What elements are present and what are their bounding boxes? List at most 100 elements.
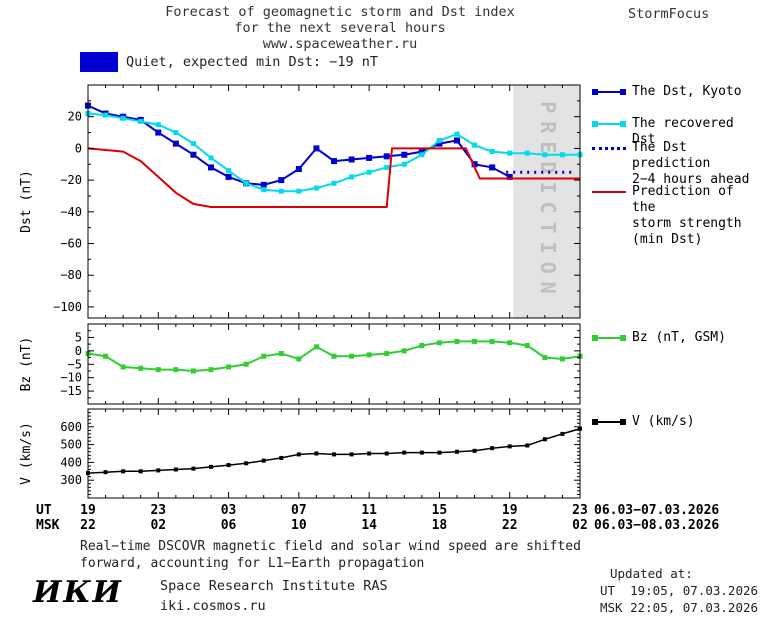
marker-dst_kyoto xyxy=(190,151,197,158)
marker-dst_kyoto xyxy=(471,161,478,168)
marker-v xyxy=(419,450,424,455)
chart-title: Forecast of geomagnetic storm and Dst in… xyxy=(120,4,560,52)
marker-dst_kyoto xyxy=(348,156,355,163)
ut-tick: 23 xyxy=(572,503,588,518)
ut-tick: 03 xyxy=(221,503,237,518)
marker-dst_kyoto xyxy=(436,140,443,147)
marker-dst_kyoto xyxy=(418,148,425,155)
marker-recovered xyxy=(524,150,530,156)
quiet-level-swatch xyxy=(80,52,118,72)
msk-tick: 06 xyxy=(221,518,237,533)
marker-v xyxy=(332,452,336,457)
ytick-label: −15 xyxy=(60,384,82,398)
marker-bz xyxy=(226,364,232,370)
marker-dst_kyoto xyxy=(155,129,162,136)
marker-v xyxy=(244,461,249,466)
marker-v xyxy=(525,443,530,448)
panel-border-bz xyxy=(87,323,581,405)
marker-recovered xyxy=(278,188,284,194)
marker-bz xyxy=(155,367,161,373)
series-v xyxy=(87,427,581,474)
marker-recovered xyxy=(155,122,161,128)
ytick-label: 400 xyxy=(60,455,82,469)
marker-recovered xyxy=(226,168,232,174)
updated-msk: MSK 22:05, 07.03.2026 xyxy=(600,600,759,615)
marker-recovered xyxy=(120,115,126,121)
ytick-label: 0 xyxy=(75,141,82,155)
legend-label: The Dst, Kyoto xyxy=(632,84,742,99)
marker-v xyxy=(542,437,547,442)
legend-label: V (km/s) xyxy=(632,414,695,429)
status-text: Quiet, expected min Dst: −19 nT xyxy=(126,54,378,70)
prediction-label: PREDICTION xyxy=(536,101,560,301)
marker-bz xyxy=(559,356,565,362)
ut-row-label: UT xyxy=(36,503,52,518)
ytick-label: −5 xyxy=(68,357,82,371)
ut-tick: 19 xyxy=(80,503,96,518)
marker-bz xyxy=(138,365,144,371)
marker-v xyxy=(472,448,477,453)
ylabel-v: V (km/s) xyxy=(19,422,34,485)
ut-tick: 07 xyxy=(291,503,307,518)
marker-dst_kyoto xyxy=(366,154,373,161)
ytick-label: 20 xyxy=(68,110,82,124)
legend-v: V (km/s) xyxy=(592,414,695,430)
updated-ut: UT 19:05, 07.03.2026 xyxy=(600,583,759,598)
ytick-label: 500 xyxy=(60,438,82,452)
title-line-1: Forecast of geomagnetic storm and Dst in… xyxy=(165,4,515,20)
marker-dst_kyoto xyxy=(278,177,285,184)
series-storm xyxy=(87,147,580,208)
marker-recovered xyxy=(313,185,319,191)
marker-bz xyxy=(419,342,425,348)
legend-label: Bz (nT, GSM) xyxy=(632,330,726,345)
marker-recovered xyxy=(472,142,478,148)
marker-bz xyxy=(261,353,267,359)
legend-swatch-storm-prediction xyxy=(592,187,626,197)
msk-tick: 22 xyxy=(502,518,518,533)
panel-border-dst xyxy=(87,84,581,319)
legend-dst-kyoto: The Dst, Kyoto xyxy=(592,84,742,100)
marker-dst_kyoto xyxy=(506,173,513,180)
marker-v xyxy=(156,468,161,473)
legend-label: (min Dst) xyxy=(632,232,703,247)
marker-recovered xyxy=(103,112,109,118)
marker-bz xyxy=(366,352,372,358)
legend-label: The Dst prediction xyxy=(632,140,711,171)
marker-recovered xyxy=(138,118,144,124)
marker-recovered xyxy=(208,155,214,161)
legend-bz: Bz (nT, GSM) xyxy=(592,330,726,346)
marker-dst_kyoto xyxy=(383,153,390,160)
marker-bz xyxy=(331,353,337,359)
marker-recovered xyxy=(173,130,179,136)
msk-tick: 18 xyxy=(432,518,448,533)
msk-tick: 22 xyxy=(80,518,96,533)
msk-tick: 02 xyxy=(150,518,166,533)
legend-swatch-v xyxy=(592,417,626,427)
marker-bz xyxy=(349,353,355,359)
marker-bz xyxy=(489,338,495,344)
legend-swatch-recovered-dst xyxy=(592,119,626,129)
marker-v xyxy=(402,450,407,455)
marker-bz xyxy=(208,367,214,373)
legend-label: Prediction of the xyxy=(632,184,734,215)
ytick-label: −100 xyxy=(53,300,82,314)
marker-bz xyxy=(401,348,407,354)
marker-dst_kyoto xyxy=(295,166,302,173)
marker-recovered xyxy=(384,164,390,170)
updated-label: Updated at: xyxy=(610,566,693,581)
marker-v xyxy=(138,469,143,474)
marker-v xyxy=(384,451,389,456)
marker-dst_kyoto xyxy=(313,145,320,152)
institute-name: Space Research Institute RAS xyxy=(160,578,388,594)
ut-tick: 15 xyxy=(432,503,448,518)
legend-swatch-dst-kyoto xyxy=(592,87,626,97)
ut-tick: 23 xyxy=(150,503,166,518)
marker-dst_kyoto xyxy=(401,151,408,158)
marker-recovered xyxy=(296,188,302,194)
marker-v xyxy=(507,444,512,449)
legend-dst-prediction: The Dst prediction 2−4 hours ahead xyxy=(592,140,760,188)
marker-recovered xyxy=(419,152,425,158)
marker-recovered xyxy=(190,141,196,147)
ylabel-bz: Bz (nT) xyxy=(19,337,34,392)
title-line-3: www.spaceweather.ru xyxy=(262,36,418,52)
